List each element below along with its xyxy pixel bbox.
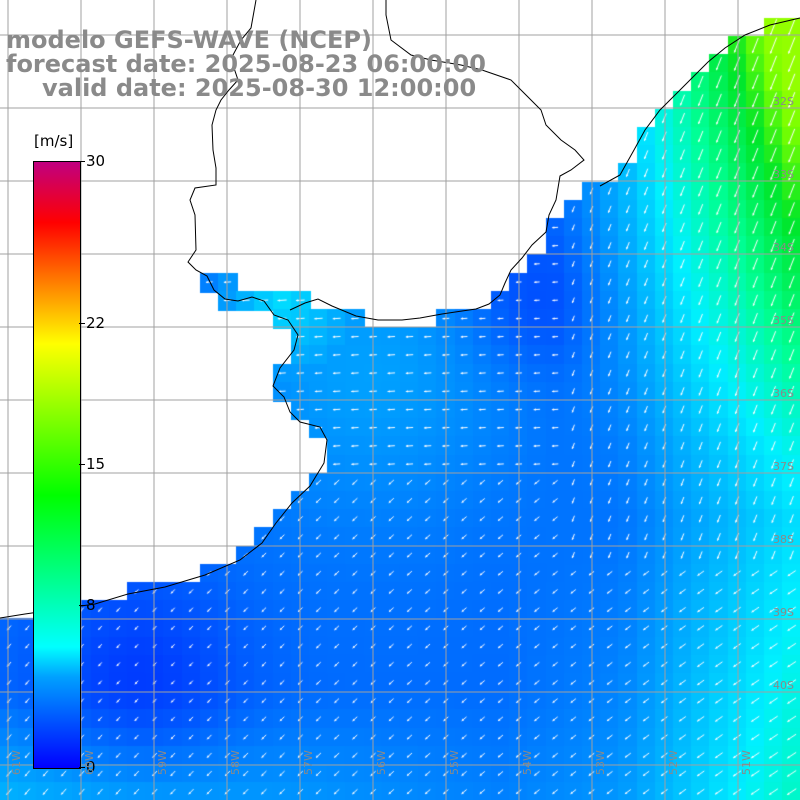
title-forecast-date: forecast date: 2025-08-23 06:00:00 [6,50,486,78]
latitude-label: 40S [773,679,794,692]
longitude-label: 55W [448,750,461,775]
longitude-label: 56W [375,750,388,775]
latitude-label: 39S [773,606,794,619]
colorbar-tick [79,767,85,768]
latitude-label: 33S [773,168,794,181]
longitude-label: 52W [667,750,680,775]
latitude-label: 32S [773,95,794,108]
latitude-label: 38S [773,533,794,546]
longitude-label: 57W [302,750,315,775]
latitude-label: 35S [773,314,794,327]
colorbar-tick-label: 0 [86,758,96,776]
latitude-label: 36S [773,387,794,400]
map-title: modelo GEFS-WAVE (NCEP) forecast date: 2… [6,28,486,100]
longitude-label: 58W [229,750,242,775]
title-model: modelo GEFS-WAVE (NCEP) [6,26,372,54]
colorbar-tick-label: 22 [86,313,106,332]
colorbar-tick [79,161,85,162]
colorbar-tick [79,322,85,324]
coastline [0,0,800,619]
longitude-label: 60W [83,750,96,775]
colorbar-tick-label: 8 [86,596,96,615]
longitude-label: 51W [740,750,753,775]
longitude-label: 61W [10,750,23,775]
colorbar-tick-label: 15 [86,455,106,473]
colorbar [33,161,81,769]
longitude-label: 53W [594,750,607,775]
longitude-label: 59W [156,750,169,775]
latitude-label: 37S [773,460,794,473]
title-valid-date: valid date: 2025-08-30 12:00:00 [42,74,477,102]
colorbar-tick-label: 30 [86,152,106,170]
latitude-label: 34S [773,241,794,254]
colorbar-tick [79,464,85,465]
longitude-label: 54W [521,750,534,775]
colorbar-unit: [m/s] [34,132,74,150]
colorbar-tick [79,605,85,607]
